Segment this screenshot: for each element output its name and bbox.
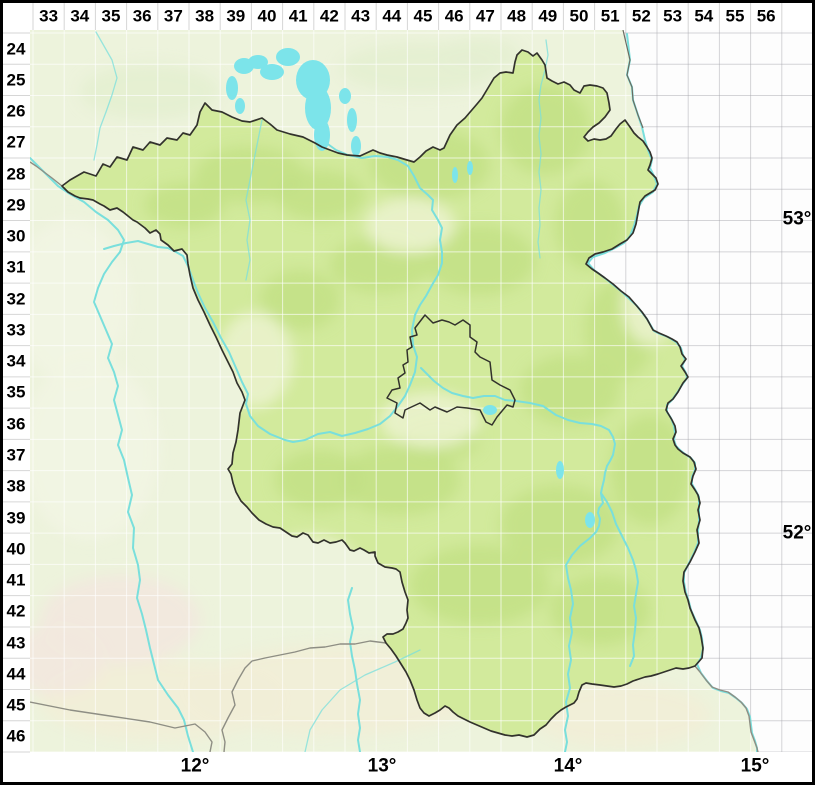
- row-label: 24: [6, 39, 26, 59]
- row-label: 32: [6, 289, 26, 309]
- column-label: 51: [600, 6, 620, 26]
- column-label: 56: [756, 6, 776, 26]
- column-label: 34: [70, 6, 90, 26]
- row-label: 46: [6, 726, 26, 746]
- column-label: 47: [475, 6, 495, 26]
- border-saxony-west: [221, 640, 387, 752]
- column-label: 38: [195, 6, 215, 26]
- lakes-layer: [226, 48, 595, 528]
- row-label: 34: [6, 351, 26, 371]
- river-lower-havel: [103, 240, 286, 441]
- border-brandenburg: [61, 49, 704, 738]
- border-saxony-poland: [694, 665, 759, 752]
- outside-country-area: [586, 30, 812, 752]
- border-berlin: [386, 314, 516, 426]
- border-saxony-anhalt-south: [30, 701, 213, 752]
- brandenburg-region: [62, 50, 703, 737]
- longitude-label: 15°: [740, 755, 770, 777]
- row-label: 36: [6, 414, 26, 434]
- column-label: 48: [507, 6, 527, 26]
- column-label: 46: [444, 6, 464, 26]
- column-label: 45: [413, 6, 433, 26]
- column-label: 55: [725, 6, 745, 26]
- brandenburg-terrain-patches: [145, 85, 690, 645]
- row-label: 26: [6, 101, 26, 121]
- row-label: 28: [6, 164, 26, 184]
- longitude-label: 12°: [180, 755, 210, 777]
- column-label: 40: [257, 6, 277, 26]
- row-label: 45: [6, 695, 26, 715]
- river-oder-spree-canal: [600, 492, 639, 667]
- row-label: 37: [6, 445, 26, 465]
- row-label: 25: [6, 70, 26, 90]
- column-label: 49: [538, 6, 558, 26]
- map-grid-light: [30, 30, 812, 752]
- row-label: 27: [6, 132, 26, 152]
- row-label: 31: [6, 257, 26, 277]
- column-label: 41: [288, 6, 308, 26]
- secondary-borders-layer: [30, 161, 759, 752]
- column-label: 39: [226, 6, 246, 26]
- map-layers: [30, 30, 812, 752]
- river-ucker: [537, 39, 549, 259]
- latitude-label: 52°: [782, 522, 812, 544]
- row-label: 38: [6, 476, 26, 496]
- bottom-label-band: [0, 752, 815, 785]
- state-borders-layer: [61, 30, 704, 738]
- row-label: 41: [6, 570, 26, 590]
- column-label: 52: [631, 6, 651, 26]
- row-label: 29: [6, 195, 26, 215]
- river-spree: [420, 367, 616, 752]
- river-elde: [93, 31, 118, 161]
- river-nuthe: [347, 587, 361, 752]
- column-label: 54: [694, 6, 714, 26]
- latitude-label: 53°: [782, 208, 812, 230]
- label-band-gridlines: [3, 3, 783, 753]
- column-label: 35: [101, 6, 121, 26]
- river-schwarze-elster: [304, 649, 421, 752]
- row-label: 44: [6, 664, 26, 684]
- river-upper-havel: [284, 141, 443, 443]
- longitude-label: 14°: [553, 755, 583, 777]
- column-label: 33: [39, 6, 59, 26]
- column-label: 53: [663, 6, 683, 26]
- column-label: 42: [319, 6, 339, 26]
- row-label: 30: [6, 226, 26, 246]
- longitude-label: 13°: [367, 755, 397, 777]
- row-label: 33: [6, 320, 26, 340]
- row-label: 42: [6, 601, 26, 621]
- column-label: 44: [382, 6, 402, 26]
- row-label: 43: [6, 633, 26, 653]
- column-label: 36: [132, 6, 152, 26]
- river-dosse: [245, 119, 263, 281]
- row-label: 35: [6, 382, 26, 402]
- column-label: 43: [351, 6, 371, 26]
- border-poland-north: [622, 30, 644, 129]
- column-label: 37: [163, 6, 183, 26]
- border-mecklenburg-west: [30, 161, 63, 187]
- column-label: 50: [569, 6, 589, 26]
- row-label: 40: [6, 539, 26, 559]
- row-label: 39: [6, 508, 26, 528]
- river-elbe: [30, 157, 194, 752]
